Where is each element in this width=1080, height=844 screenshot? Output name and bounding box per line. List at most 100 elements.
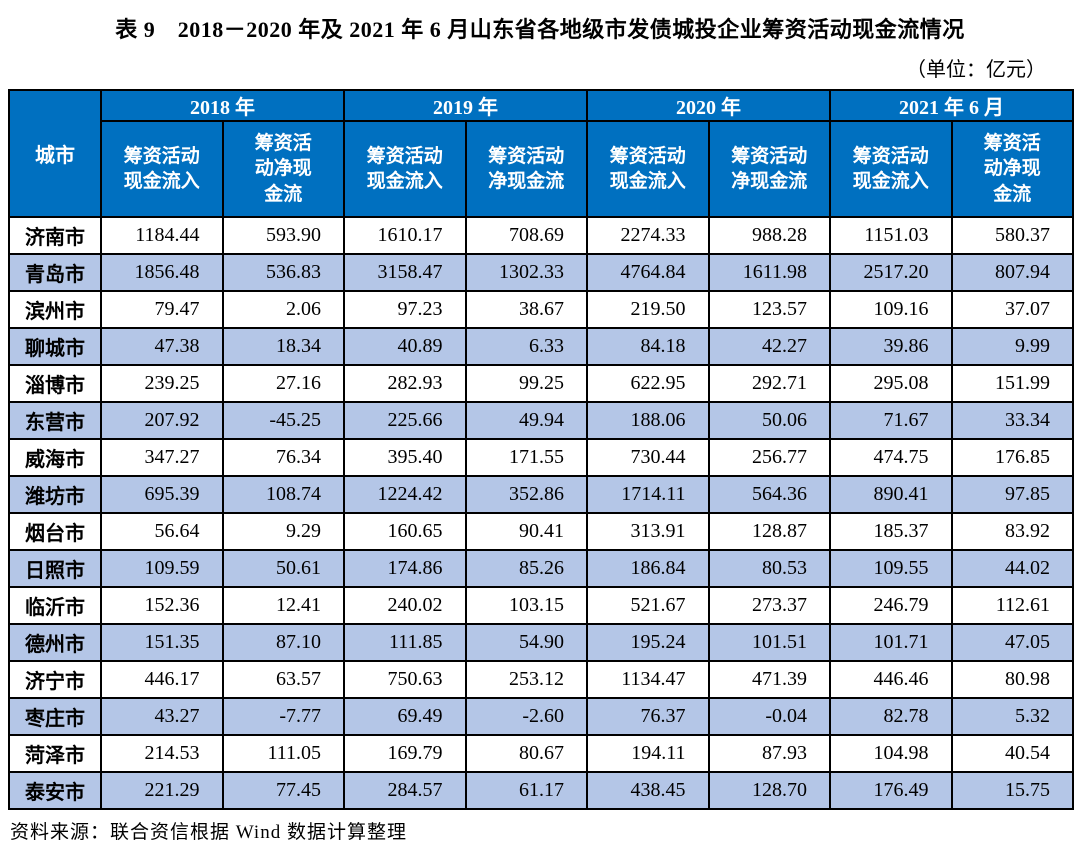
- value-cell: 580.37: [950, 216, 1074, 255]
- city-cell: 烟台市: [8, 512, 102, 551]
- cashflow-table: 城市 2018 年 2019 年 2020 年 2021 年 6 月 筹资活动 …: [8, 89, 1074, 810]
- subheader-2020-inflow: 筹资活动 现金流入: [586, 120, 710, 218]
- value-cell: 593.90: [221, 216, 345, 255]
- value-cell: 1184.44: [100, 216, 224, 255]
- value-cell: 76.37: [586, 697, 710, 736]
- value-cell: 521.67: [586, 586, 710, 625]
- value-cell: 79.47: [100, 290, 224, 329]
- subheader-2021-net: 筹资活 动净现 金流: [950, 120, 1074, 218]
- value-cell: 256.77: [707, 438, 831, 477]
- value-cell: 37.07: [950, 290, 1074, 329]
- table-row: 威海市 347.27 76.34 395.40 171.55 730.44 256.77 47…: [8, 438, 1074, 477]
- city-cell: 济南市: [8, 216, 102, 255]
- value-cell: 69.49: [343, 697, 467, 736]
- value-cell: 56.64: [100, 512, 224, 551]
- value-cell: 347.27: [100, 438, 224, 477]
- value-cell: 71.67: [829, 401, 953, 440]
- value-cell: 169.79: [343, 734, 467, 773]
- value-cell: 695.39: [100, 475, 224, 514]
- value-cell: 807.94: [950, 253, 1074, 292]
- value-cell: 101.51: [707, 623, 831, 662]
- value-cell: 292.71: [707, 364, 831, 403]
- table-header: 城市 2018 年 2019 年 2020 年 2021 年 6 月 筹资活动 …: [8, 89, 1074, 218]
- value-cell: 186.84: [586, 549, 710, 588]
- table-row: 济宁市 446.17 63.57 750.63 253.12 1134.47 471.39 4…: [8, 660, 1074, 699]
- subheader-2019-inflow: 筹资活动 现金流入: [343, 120, 467, 218]
- value-cell: 44.02: [950, 549, 1074, 588]
- value-cell: 54.90: [464, 623, 588, 662]
- value-cell: 50.06: [707, 401, 831, 440]
- value-cell: 104.98: [829, 734, 953, 773]
- value-cell: 1714.11: [586, 475, 710, 514]
- value-cell: 109.55: [829, 549, 953, 588]
- value-cell: 188.06: [586, 401, 710, 440]
- value-cell: 622.95: [586, 364, 710, 403]
- value-cell: -0.04: [707, 697, 831, 736]
- value-cell: 50.61: [221, 549, 345, 588]
- value-cell: 108.74: [221, 475, 345, 514]
- value-cell: 1610.17: [343, 216, 467, 255]
- table-row: 德州市 151.35 87.10 111.85 54.90 195.24 101.51 101…: [8, 623, 1074, 662]
- table-title: 表 9 2018－2020 年及 2021 年 6 月山东省各地级市发债城投企业…: [115, 17, 965, 42]
- city-cell: 滨州市: [8, 290, 102, 329]
- value-cell: 564.36: [707, 475, 831, 514]
- value-cell: 225.66: [343, 401, 467, 440]
- value-cell: 83.92: [950, 512, 1074, 551]
- value-cell: 80.67: [464, 734, 588, 773]
- value-cell: 9.29: [221, 512, 345, 551]
- city-cell: 德州市: [8, 623, 102, 662]
- value-cell: 76.34: [221, 438, 345, 477]
- value-cell: 40.89: [343, 327, 467, 366]
- value-cell: 176.49: [829, 771, 953, 810]
- value-cell: 1302.33: [464, 253, 588, 292]
- value-cell: 1856.48: [100, 253, 224, 292]
- value-cell: 82.78: [829, 697, 953, 736]
- value-cell: 47.05: [950, 623, 1074, 662]
- city-cell: 青岛市: [8, 253, 102, 292]
- value-cell: 273.37: [707, 586, 831, 625]
- value-cell: 77.45: [221, 771, 345, 810]
- value-cell: -7.77: [221, 697, 345, 736]
- value-cell: 18.34: [221, 327, 345, 366]
- value-cell: 151.99: [950, 364, 1074, 403]
- value-cell: 49.94: [464, 401, 588, 440]
- value-cell: 1151.03: [829, 216, 953, 255]
- table-row: 聊城市 47.38 18.34 40.89 6.33 84.18 42.27 39.86 9.9…: [8, 327, 1074, 366]
- value-cell: 246.79: [829, 586, 953, 625]
- table-row: 潍坊市 695.39 108.74 1224.42 352.86 1714.11 564.3…: [8, 475, 1074, 514]
- value-cell: 1611.98: [707, 253, 831, 292]
- value-cell: 85.26: [464, 549, 588, 588]
- value-cell: 750.63: [343, 660, 467, 699]
- value-cell: 214.53: [100, 734, 224, 773]
- table-row: 青岛市 1856.48 536.83 3158.47 1302.33 4764.84 161…: [8, 253, 1074, 292]
- column-header-2019: 2019 年: [343, 89, 588, 122]
- value-cell: 99.25: [464, 364, 588, 403]
- value-cell: 33.34: [950, 401, 1074, 440]
- value-cell: 6.33: [464, 327, 588, 366]
- value-cell: 152.36: [100, 586, 224, 625]
- city-cell: 东营市: [8, 401, 102, 440]
- value-cell: 219.50: [586, 290, 710, 329]
- city-cell: 菏泽市: [8, 734, 102, 773]
- subheader-2018-net: 筹资活 动净现 金流: [221, 120, 345, 218]
- table-row: 泰安市 221.29 77.45 284.57 61.17 438.45 128.70 176…: [8, 771, 1074, 810]
- value-cell: 171.55: [464, 438, 588, 477]
- value-cell: 4764.84: [586, 253, 710, 292]
- table-body: 济南市 1184.44 593.90 1610.17 708.69 2274.33 988.…: [8, 216, 1074, 810]
- value-cell: 446.46: [829, 660, 953, 699]
- value-cell: 39.86: [829, 327, 953, 366]
- city-cell: 泰安市: [8, 771, 102, 810]
- value-cell: 3158.47: [343, 253, 467, 292]
- value-cell: 239.25: [100, 364, 224, 403]
- value-cell: 221.29: [100, 771, 224, 810]
- value-cell: 5.32: [950, 697, 1074, 736]
- city-cell: 聊城市: [8, 327, 102, 366]
- value-cell: 195.24: [586, 623, 710, 662]
- value-cell: 151.35: [100, 623, 224, 662]
- value-cell: 174.86: [343, 549, 467, 588]
- value-cell: 988.28: [707, 216, 831, 255]
- value-cell: 103.15: [464, 586, 588, 625]
- value-cell: 474.75: [829, 438, 953, 477]
- value-cell: 9.99: [950, 327, 1074, 366]
- city-cell: 潍坊市: [8, 475, 102, 514]
